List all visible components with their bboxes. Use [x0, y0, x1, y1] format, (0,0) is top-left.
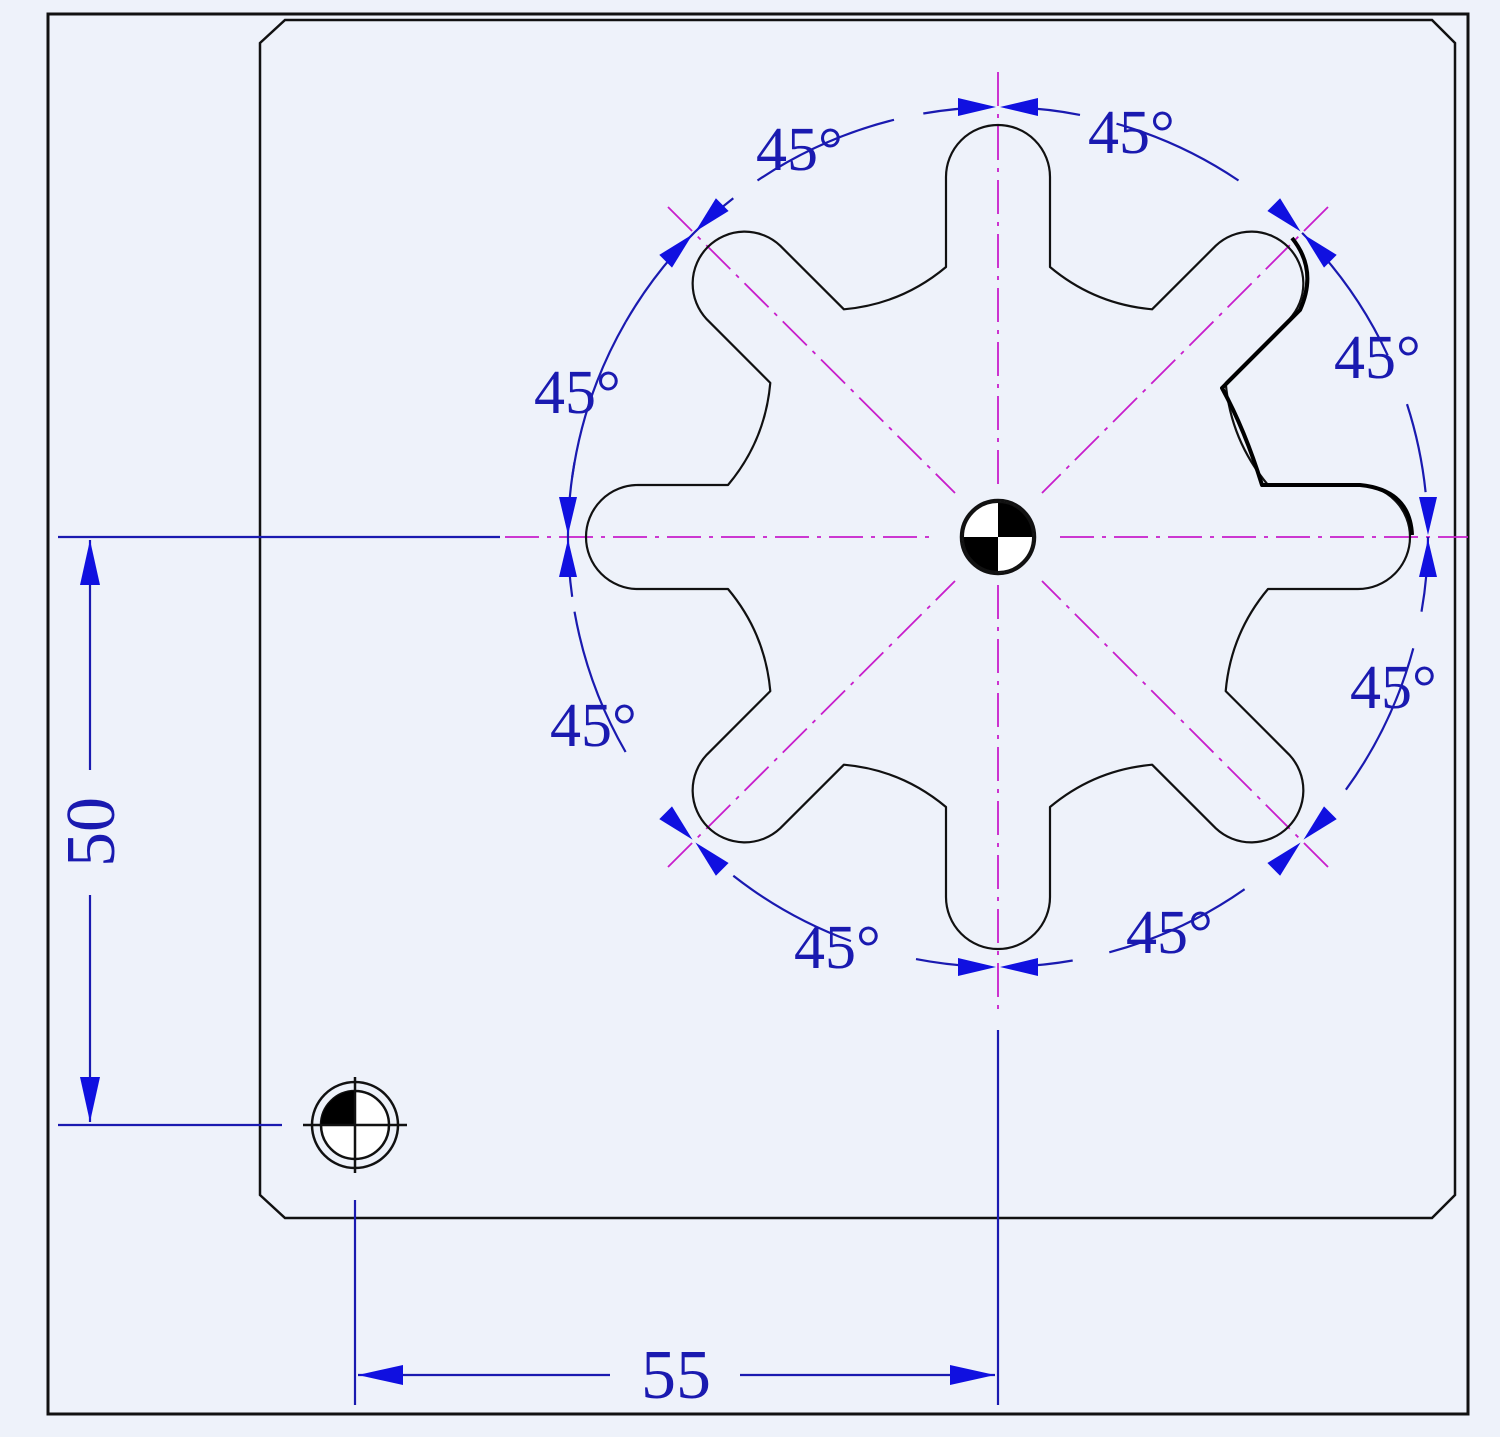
- angle-arrowhead: [559, 497, 577, 535]
- dimension-value-vertical: 50: [53, 797, 130, 867]
- angle-arrowhead: [1303, 234, 1337, 268]
- angle-arc-segment: [1109, 888, 1246, 954]
- angle-arc-segment: [1116, 122, 1240, 182]
- angle-arc-segment: [732, 874, 852, 943]
- gear-profile-highlight: [1220, 236, 1414, 536]
- dimension-value-horizontal: 55: [641, 1337, 711, 1414]
- angle-label: 45°: [1088, 99, 1175, 167]
- angle-arrowhead: [1419, 539, 1437, 577]
- angle-labels: 45° 45° 45° 45° 45° 45° 45° 45°: [534, 99, 1437, 982]
- angle-arrowhead: [1000, 98, 1038, 116]
- angle-arrowhead: [1267, 198, 1301, 232]
- angle-arrowhead: [659, 234, 693, 268]
- angle-arrows: [559, 98, 1437, 976]
- angle-arrowhead: [958, 958, 996, 976]
- angle-label: 45°: [550, 692, 637, 760]
- angle-label: 45°: [1126, 899, 1213, 967]
- angle-arc-segment: [1405, 403, 1427, 493]
- angle-label: 45°: [534, 359, 621, 427]
- angle-label: 45°: [1350, 654, 1437, 722]
- angle-arc-segment: [571, 321, 627, 478]
- center-of-mass-icon: [959, 498, 1037, 576]
- vertical-dimension: 50: [53, 535, 500, 1127]
- angle-arrowhead: [1419, 497, 1437, 535]
- plate-outline: [258, 18, 1457, 1220]
- angle-arrowhead: [1000, 958, 1038, 976]
- angle-arc-segment: [573, 611, 627, 753]
- angle-arrowhead: [1303, 806, 1337, 840]
- angle-label: 45°: [794, 914, 881, 982]
- angle-arrowhead: [659, 806, 693, 840]
- angle-arrowhead: [559, 539, 577, 577]
- centerlines: [505, 72, 1468, 1010]
- angle-label: 45°: [756, 116, 843, 184]
- angle-arc-segment: [756, 118, 895, 182]
- horizontal-dimension: 55: [353, 1030, 1000, 1414]
- angle-arrowhead: [958, 98, 996, 116]
- angle-arrowhead: [695, 842, 729, 876]
- drawing-frame: [46, 12, 1470, 1416]
- gear-profile: [584, 123, 1412, 951]
- origin-marker-icon: [303, 1077, 407, 1173]
- angle-label: 45°: [1334, 324, 1421, 392]
- angle-arc-segment: [1345, 648, 1415, 791]
- angle-arrowhead: [695, 198, 729, 232]
- angle-arrowhead: [1267, 842, 1301, 876]
